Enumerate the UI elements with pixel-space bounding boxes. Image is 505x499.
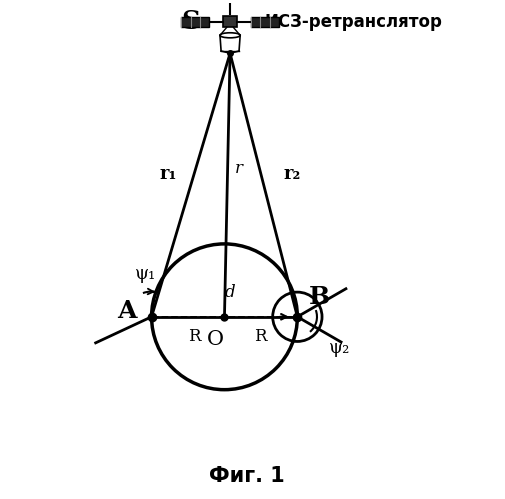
Text: S: S [181, 9, 200, 34]
Text: Фиг. 1: Фиг. 1 [209, 466, 285, 486]
Text: r₁: r₁ [160, 165, 177, 183]
Text: B: B [309, 284, 330, 308]
Text: A: A [117, 299, 137, 323]
Text: R: R [188, 328, 200, 345]
Text: d: d [225, 283, 235, 300]
Text: ψ₂: ψ₂ [329, 339, 350, 357]
Text: ИСЗ-ретранслятор: ИСЗ-ретранслятор [265, 13, 442, 31]
Bar [181, 17, 210, 27]
Bar [223, 16, 237, 27]
Text: r: r [234, 160, 242, 177]
Bar [251, 17, 279, 27]
Text: ψ₁: ψ₁ [135, 265, 157, 283]
Text: O: O [207, 330, 224, 349]
Text: r₂: r₂ [283, 165, 300, 183]
Text: R: R [254, 328, 267, 345]
